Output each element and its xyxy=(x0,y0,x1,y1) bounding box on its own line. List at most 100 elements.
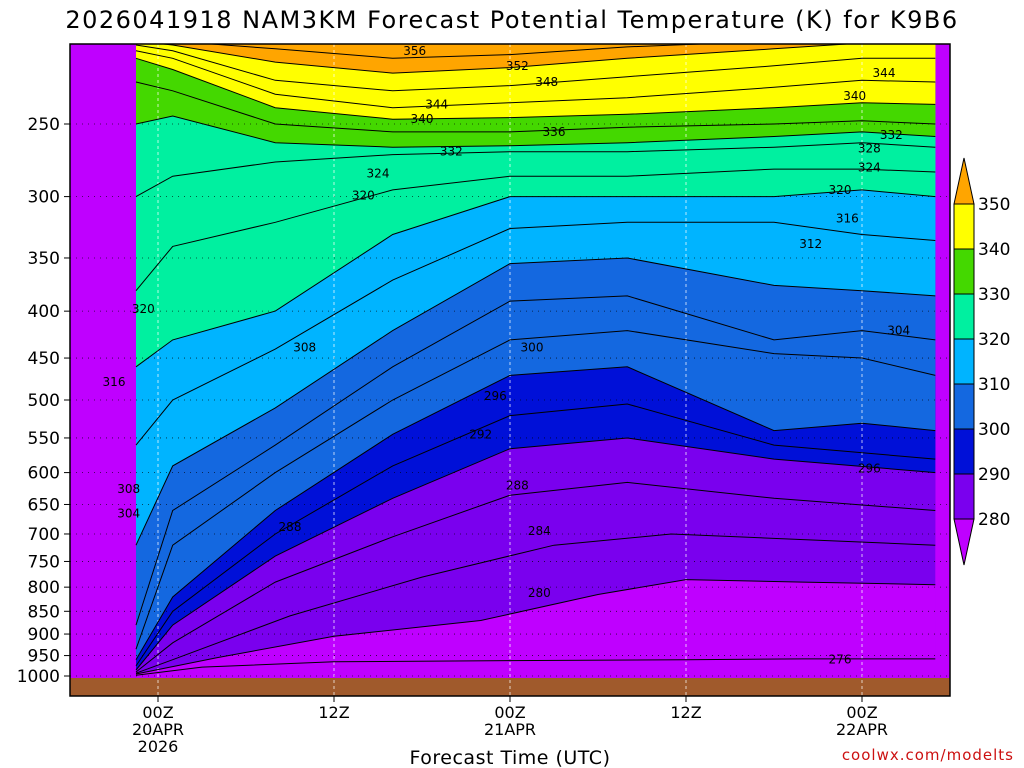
x-tick-label: 20APR xyxy=(132,720,184,739)
contour-label: 280 xyxy=(528,586,551,600)
contour-label: 332 xyxy=(440,145,463,159)
band-fill-356 xyxy=(211,44,701,59)
isotherm-344 xyxy=(135,50,936,109)
isotherm-324 xyxy=(135,168,936,292)
isotherm-292 xyxy=(135,437,936,671)
contour-label: 320 xyxy=(132,302,155,316)
isotherm-348 xyxy=(135,44,936,92)
contour-label: 296 xyxy=(858,462,881,476)
x-tick-label: 12Z xyxy=(670,703,701,722)
isotherm-276 xyxy=(135,658,936,676)
contour-label: 308 xyxy=(117,482,140,496)
x-tick-label: 22APR xyxy=(836,720,888,739)
isotherm-296 xyxy=(135,403,936,667)
contour-label: 288 xyxy=(506,479,529,493)
isotherm-300 xyxy=(135,366,936,660)
isotherm-332 xyxy=(135,115,936,148)
contour-label: 352 xyxy=(506,59,529,73)
contour-label: 332 xyxy=(880,128,903,142)
isotherm-312 xyxy=(135,257,936,546)
y-tick-label: 400 xyxy=(28,302,60,322)
x-tick-label: 21APR xyxy=(484,720,536,739)
contour-label: 324 xyxy=(858,161,881,175)
colorbar-label: 300 xyxy=(978,420,1010,440)
colorbar-segment xyxy=(953,203,975,250)
colorbar-label: 290 xyxy=(978,465,1010,485)
x-tick-label: 12Z xyxy=(318,703,349,722)
contour-label: 308 xyxy=(293,340,316,354)
colorbar-label: 320 xyxy=(978,330,1010,350)
isotherm-280 xyxy=(135,579,936,675)
contour-label: 344 xyxy=(425,97,448,111)
contour-label: 356 xyxy=(403,44,426,58)
y-tick-label: 350 xyxy=(28,249,60,269)
x-tick-label: 00Z xyxy=(494,703,525,722)
isotherm-320 xyxy=(135,189,936,368)
contour-label: 292 xyxy=(469,427,492,441)
credit-text: coolwx.com/modelts xyxy=(842,746,1014,764)
isotherm-316 xyxy=(135,221,936,446)
colorbar-label: 340 xyxy=(978,240,1010,260)
chart-title: 2026041918 NAM3KM Forecast Potential Tem… xyxy=(65,6,958,34)
y-tick-label: 850 xyxy=(28,602,60,622)
x-tick-label: 2026 xyxy=(138,737,179,756)
colorbar-segment xyxy=(953,293,975,340)
contour-label: 316 xyxy=(836,212,859,226)
y-tick-label: 1000 xyxy=(17,667,60,687)
contour-label: 348 xyxy=(535,75,558,89)
x-axis-label: Forecast Time (UTC) xyxy=(410,747,611,768)
contour-label: 340 xyxy=(843,89,866,103)
y-tick-label: 300 xyxy=(28,188,60,208)
contour-label: 344 xyxy=(873,66,896,80)
colorbar-segment xyxy=(953,248,975,295)
y-tick-label: 450 xyxy=(28,349,60,369)
isotherm-336 xyxy=(135,81,936,133)
isotherm-308 xyxy=(135,295,936,626)
contour-label: 320 xyxy=(829,183,852,197)
contour-label: 324 xyxy=(367,166,390,180)
colorbar-label: 350 xyxy=(978,195,1010,215)
contour-label: 288 xyxy=(279,520,302,534)
contour-label: 336 xyxy=(543,125,566,139)
colorbar-label: 310 xyxy=(978,375,1010,395)
isotherm-340 xyxy=(135,57,936,120)
isotherm-352 xyxy=(158,44,855,74)
y-tick-label: 750 xyxy=(28,552,60,572)
contour-label: 312 xyxy=(799,237,822,251)
isotherm-288 xyxy=(135,481,936,673)
contour-label: 328 xyxy=(858,142,881,156)
y-tick-label: 500 xyxy=(28,391,60,411)
y-tick-label: 550 xyxy=(28,429,60,449)
isotherm-356 xyxy=(204,44,714,59)
contour-label: 276 xyxy=(829,653,852,667)
contour-label: 296 xyxy=(484,389,507,403)
contour-label: 340 xyxy=(411,112,434,126)
y-tick-label: 700 xyxy=(28,525,60,545)
colorbar-segment xyxy=(953,473,975,520)
colorbar-min-arrow xyxy=(953,518,975,566)
colorbar-segment xyxy=(953,428,975,475)
y-tick-label: 900 xyxy=(28,625,60,645)
contour-label: 300 xyxy=(521,340,544,354)
y-tick-label: 250 xyxy=(28,115,60,135)
y-tick-label: 800 xyxy=(28,578,60,598)
contour-label: 284 xyxy=(528,524,551,538)
y-tick-label: 600 xyxy=(28,464,60,484)
x-tick-label: 00Z xyxy=(846,703,877,722)
y-tick-label: 950 xyxy=(28,647,60,667)
colorbar-label: 280 xyxy=(978,510,1010,530)
colorbar-segment xyxy=(953,383,975,430)
contour-label: 320 xyxy=(352,188,375,202)
x-tick-label: 00Z xyxy=(142,703,173,722)
colorbar-label: 330 xyxy=(978,285,1010,305)
y-tick-label: 650 xyxy=(28,495,60,515)
isotherm-304 xyxy=(135,330,936,650)
isotherm-284 xyxy=(135,533,936,674)
isotherm-328 xyxy=(135,142,936,198)
contour-label: 304 xyxy=(887,324,910,338)
contour-label: 304 xyxy=(117,507,140,521)
colorbar-segment xyxy=(953,338,975,385)
contour-label: 316 xyxy=(103,375,126,389)
colorbar-max-arrow xyxy=(953,157,975,205)
